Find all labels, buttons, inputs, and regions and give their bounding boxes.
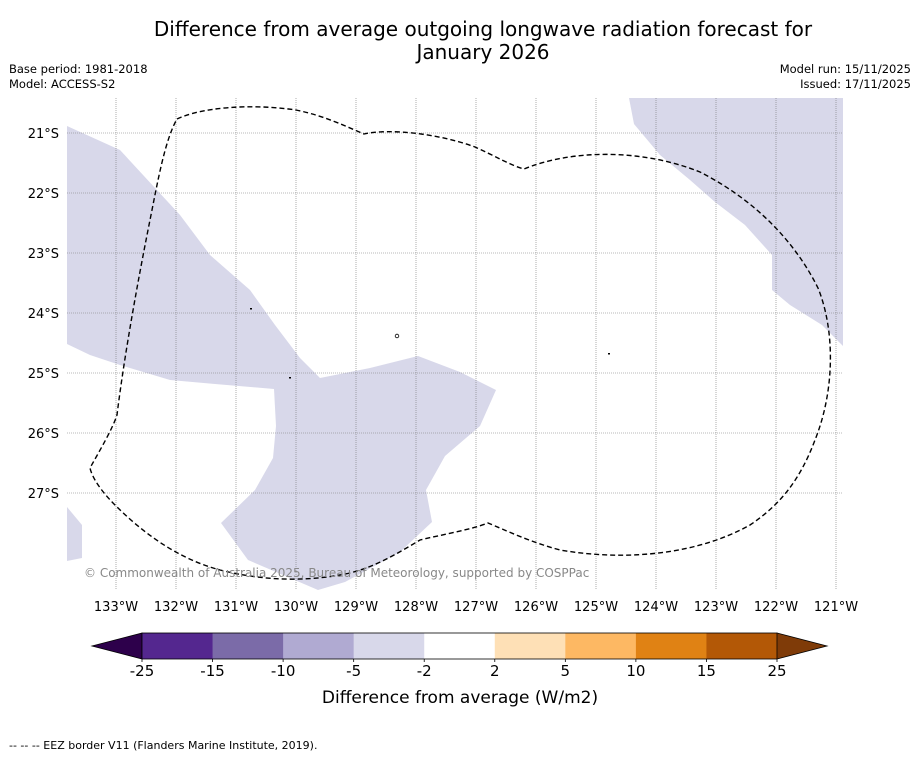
- footer-note: -- -- -- EEZ border V11 (Flanders Marine…: [9, 739, 318, 752]
- lon-label: 123°W: [694, 600, 738, 615]
- colorbar-outline: [141, 632, 778, 660]
- colorbar-tick-label: 5: [561, 662, 571, 680]
- issued-date: Issued: 17/11/2025: [800, 77, 911, 91]
- title-line-1: Difference from average outgoing longwav…: [153, 17, 813, 41]
- colorbar-tick-label: 10: [626, 662, 645, 680]
- longitude-labels: 133°W 132°W 131°W 130°W 129°W 128°W 127°W 126°W…: [94, 600, 858, 615]
- lon-label: 124°W: [634, 600, 678, 615]
- colorbar-segment: [565, 633, 637, 659]
- lat-label: 25°S: [28, 367, 59, 382]
- colorbar-segment: [424, 633, 496, 659]
- copyright-text: © Commonwealth of Australia 2025, Bureau…: [84, 566, 589, 580]
- colorbar-label: Difference from average (W/m2): [322, 688, 598, 708]
- colorbar-under-arrow: [90, 632, 143, 660]
- lon-label: 122°W: [754, 600, 798, 615]
- anomaly-fill: [67, 98, 843, 590]
- lat-label: 21°S: [28, 127, 59, 142]
- small-artifact-3: [608, 353, 610, 355]
- colorbar-segment: [353, 633, 425, 659]
- colorbar-tick-label: 15: [697, 662, 716, 680]
- colorbar-tick-label: 2: [490, 662, 500, 680]
- colorbar-over-arrow: [776, 632, 829, 660]
- anomaly-region-northeast: [629, 98, 843, 346]
- anomaly-region-southwest: [67, 507, 82, 561]
- colorbar-tick-label: -5: [346, 662, 361, 680]
- meta-left: Base period: 1981-2018 Model: ACCESS-S2: [9, 62, 148, 92]
- graticule: [67, 98, 843, 590]
- model-name: Model: ACCESS-S2: [9, 77, 116, 91]
- meta-right: Model run: 15/11/2025 Issued: 17/11/2025: [780, 62, 911, 92]
- lon-label: 127°W: [454, 600, 498, 615]
- colorbar-tick-label: 25: [767, 662, 786, 680]
- colorbar-tick-label: -15: [200, 662, 225, 680]
- small-marker: [394, 333, 400, 339]
- lon-label: 131°W: [214, 600, 258, 615]
- lon-label: 126°W: [514, 600, 558, 615]
- colorbar-tick-label: -2: [417, 662, 432, 680]
- colorbar-segment: [142, 633, 214, 659]
- colorbar-segment: [283, 633, 355, 659]
- map-title: Difference from average outgoing longwav…: [0, 18, 919, 64]
- lon-label: 125°W: [574, 600, 618, 615]
- anomaly-region-west: [67, 126, 496, 590]
- latitude-labels: 21°S 22°S 23°S 24°S 25°S 26°S 27°S: [28, 127, 59, 502]
- lon-label: 121°W: [814, 600, 858, 615]
- lon-label: 128°W: [394, 600, 438, 615]
- colorbar-tick-label: -25: [130, 662, 155, 680]
- lon-label: 133°W: [94, 600, 138, 615]
- small-artifact-1: [250, 308, 252, 310]
- colorbar-segment: [494, 633, 566, 659]
- base-period: Base period: 1981-2018: [9, 62, 148, 76]
- lat-label: 24°S: [28, 307, 59, 322]
- model-run: Model run: 15/11/2025: [779, 62, 911, 76]
- lat-label: 22°S: [28, 187, 59, 202]
- eez-border: [89, 106, 832, 580]
- lon-label: 132°W: [154, 600, 198, 615]
- colorbar-segment: [212, 633, 284, 659]
- lat-label: 26°S: [28, 427, 59, 442]
- title-line-2: January 2026: [416, 40, 550, 64]
- lat-label: 27°S: [28, 487, 59, 502]
- colorbar-tick-label: -10: [271, 662, 296, 680]
- small-artifact-2: [289, 377, 291, 379]
- lat-label: 23°S: [28, 247, 59, 262]
- lon-label: 129°W: [334, 600, 378, 615]
- colorbar: -25 -15 -10 -5 -2 2 5 10 15 25: [90, 632, 829, 680]
- colorbar-segment: [706, 633, 778, 659]
- colorbar-segment: [635, 633, 707, 659]
- lon-label: 130°W: [274, 600, 318, 615]
